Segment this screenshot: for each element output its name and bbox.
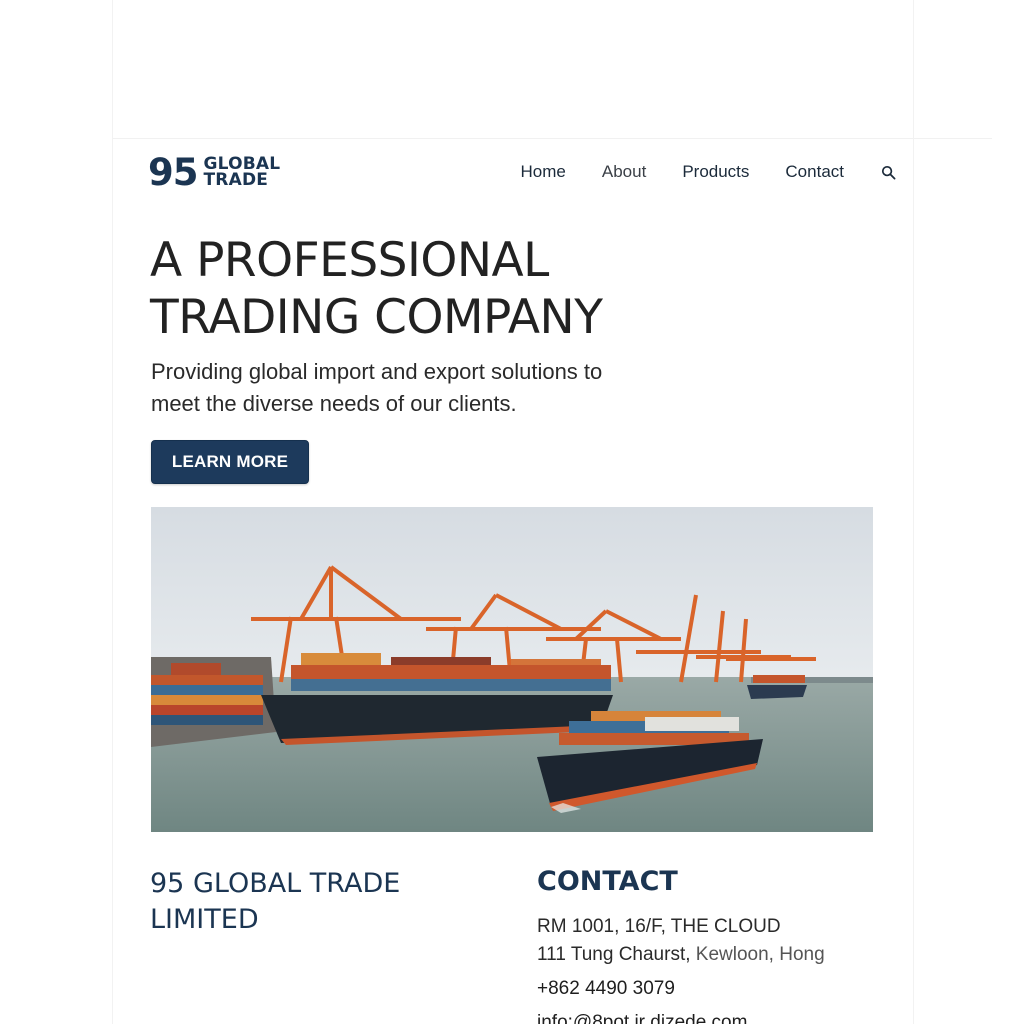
company-name-line-2: LIMITED <box>150 904 259 935</box>
page-frame <box>112 0 914 1024</box>
search-icon[interactable] <box>880 164 896 180</box>
contact-email[interactable]: info:@8pot.ir dizede.com <box>537 1012 748 1024</box>
contact-address: RM 1001, 16/F, THE CLOUD 111 Tung Chaurs… <box>537 913 897 969</box>
site-header: 95 GLOBAL TRADE Home About Products Cont… <box>112 138 912 210</box>
nav-contact[interactable]: Contact <box>785 162 844 181</box>
hero-title-line-2: TRADING COMPANY <box>150 290 603 345</box>
address-city: Kewloon, Hong <box>695 944 825 965</box>
left-container-stack <box>151 663 263 725</box>
contact-heading: CONTACT <box>537 866 678 897</box>
cargo-ship-distant <box>747 675 807 699</box>
divider <box>912 138 992 139</box>
cargo-ship-front <box>537 711 763 813</box>
brand-logo[interactable]: 95 GLOBAL TRADE <box>148 152 280 192</box>
hero-image-port <box>151 507 873 832</box>
top-blank-area <box>112 0 912 139</box>
logo-wordmark: GLOBAL TRADE <box>203 154 281 190</box>
hero-subtitle: Providing global import and export solut… <box>151 356 651 420</box>
hero-title: A PROFESSIONAL TRADING COMPANY <box>150 232 670 346</box>
learn-more-button[interactable]: LEARN MORE <box>151 440 309 484</box>
hero-title-line-1: A PROFESSIONAL <box>150 233 549 288</box>
company-name-line-1: 95 GLOBAL TRADE <box>150 868 401 899</box>
hero-subtitle-line-2: meet the diverse needs of our clients. <box>151 391 517 416</box>
logo-word-1: GLOBAL <box>203 154 281 174</box>
address-line-2: 111 Tung Chaurst, Kewloon, Hong <box>537 941 897 969</box>
main-nav: Home About Products Contact <box>521 160 912 184</box>
logo-word-2: TRADE <box>203 170 269 190</box>
address-line-1: RM 1001, 16/F, THE CLOUD <box>537 916 781 937</box>
footer-company-name: 95 GLOBAL TRADE LIMITED <box>150 866 470 938</box>
nav-home[interactable]: Home <box>520 162 566 181</box>
contact-phone[interactable]: +862 4490 3079 <box>537 978 675 999</box>
logo-number: 95 <box>148 150 198 194</box>
nav-products[interactable]: Products <box>682 162 750 181</box>
cargo-ship-large <box>261 653 613 745</box>
nav-about[interactable]: About <box>601 162 647 181</box>
address-street: 111 Tung Chaurst, <box>537 944 691 965</box>
hero-subtitle-line-1: Providing global import and export solut… <box>151 359 603 384</box>
